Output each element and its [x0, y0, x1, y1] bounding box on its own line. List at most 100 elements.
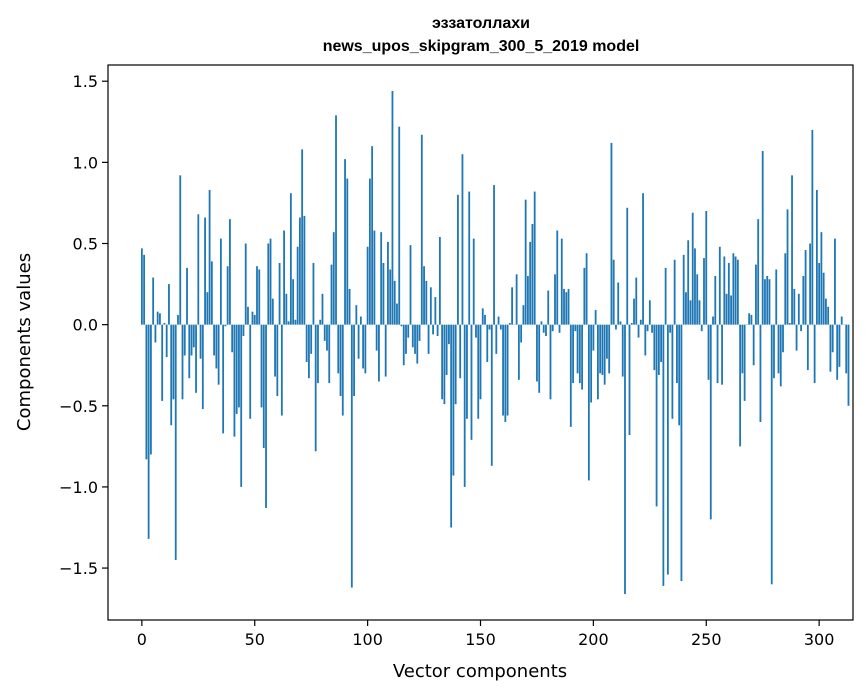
- bar: [532, 224, 534, 325]
- bar: [744, 325, 746, 401]
- bar: [324, 325, 326, 341]
- bar: [690, 300, 692, 324]
- bar: [238, 325, 240, 408]
- bar: [518, 325, 520, 380]
- bar: [674, 260, 676, 325]
- bar: [486, 325, 488, 362]
- bar: [170, 325, 172, 426]
- bar: [732, 253, 734, 324]
- bar: [504, 325, 506, 422]
- bar: [317, 325, 319, 383]
- bar: [624, 325, 626, 594]
- bar: [491, 325, 493, 466]
- bar: [719, 247, 721, 325]
- bar: [213, 325, 215, 356]
- bar: [775, 269, 777, 324]
- y-axis-label: Components values: [14, 253, 35, 431]
- bar: [191, 325, 193, 356]
- bar: [602, 325, 604, 375]
- bar: [292, 279, 294, 324]
- bar: [635, 278, 637, 325]
- bar: [468, 192, 470, 325]
- bar: [493, 185, 495, 325]
- bar: [617, 282, 619, 324]
- bar: [570, 325, 572, 427]
- bar: [597, 325, 599, 400]
- bar: [340, 325, 342, 396]
- x-tick-label: 250: [691, 630, 722, 649]
- bar: [331, 265, 333, 325]
- bar: [769, 279, 771, 324]
- bar: [660, 325, 662, 362]
- bar: [261, 325, 263, 408]
- bar: [606, 325, 608, 359]
- bar: [290, 193, 292, 324]
- bar: [839, 325, 841, 367]
- bar: [730, 295, 732, 324]
- bar: [387, 242, 389, 325]
- bar: [412, 325, 414, 348]
- bar: [671, 325, 673, 419]
- bar: [728, 263, 730, 325]
- bar: [520, 325, 522, 343]
- bar: [218, 325, 220, 385]
- bar: [599, 325, 601, 374]
- bar: [502, 325, 504, 416]
- bar: [179, 175, 181, 324]
- bar: [148, 325, 150, 539]
- bar: [441, 325, 443, 400]
- bar: [525, 200, 527, 325]
- y-tick-label: −0.5: [59, 397, 98, 416]
- bar: [155, 325, 157, 343]
- bar: [443, 325, 445, 405]
- bar: [796, 325, 798, 351]
- bar: [423, 266, 425, 324]
- bar: [640, 320, 642, 325]
- bar: [522, 305, 524, 324]
- bar: [299, 218, 301, 325]
- bar: [453, 325, 455, 476]
- bar: [608, 325, 610, 374]
- bar: [206, 292, 208, 324]
- bar: [577, 325, 579, 374]
- chart-subtitle: news_upos_skipgram_300_5_2019 model: [323, 38, 640, 55]
- bar: [638, 325, 640, 338]
- x-tick-label: 0: [137, 630, 147, 649]
- bar: [234, 325, 236, 437]
- bar: [161, 325, 163, 401]
- bar: [256, 266, 258, 324]
- bar: [527, 276, 529, 325]
- bar: [398, 127, 400, 325]
- bar: [471, 325, 473, 440]
- bar: [626, 208, 628, 325]
- bar: [547, 291, 549, 325]
- bar: [328, 325, 330, 383]
- bar: [229, 219, 231, 324]
- bar: [159, 313, 161, 324]
- bar: [694, 248, 696, 324]
- bar: [529, 242, 531, 325]
- bar: [615, 325, 617, 330]
- bar: [448, 325, 450, 344]
- bar: [787, 209, 789, 324]
- bar: [820, 232, 822, 325]
- bar: [613, 260, 615, 325]
- y-tick-label: −1.5: [59, 559, 98, 578]
- bar: [739, 325, 741, 447]
- bar: [164, 323, 166, 325]
- bar: [807, 325, 809, 370]
- bar: [545, 325, 547, 336]
- bar: [462, 154, 464, 324]
- bar: [396, 304, 398, 325]
- bar: [265, 325, 267, 508]
- bar: [281, 325, 283, 416]
- x-axis-label: Vector components: [393, 661, 567, 682]
- bar: [224, 325, 226, 327]
- bar: [848, 325, 850, 406]
- bar: [800, 325, 802, 331]
- bar: [538, 325, 540, 393]
- bar: [714, 276, 716, 325]
- bar: [836, 325, 838, 380]
- bar: [696, 274, 698, 324]
- bar: [662, 325, 664, 586]
